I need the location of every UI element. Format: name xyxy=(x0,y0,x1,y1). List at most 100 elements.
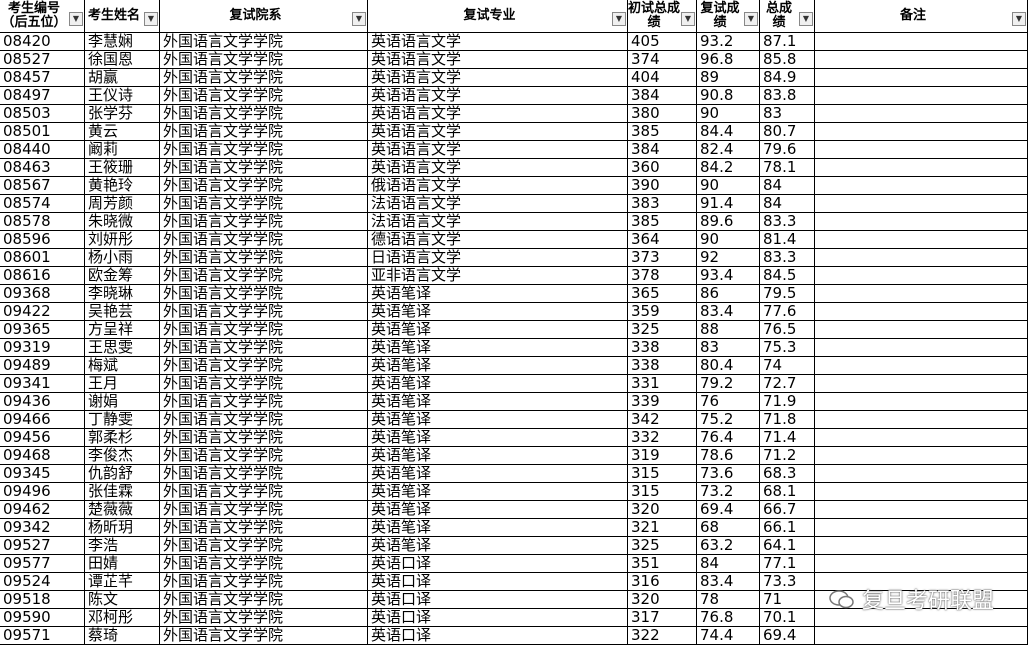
table-cell: 外国语言文学学院 xyxy=(160,231,368,249)
filter-button[interactable]: ▼ xyxy=(744,12,758,26)
table-cell: 383 xyxy=(628,195,697,213)
table-cell: 外国语言文学学院 xyxy=(160,429,368,447)
table-cell: 83 xyxy=(760,105,815,123)
table-cell: 法语语言文学 xyxy=(368,195,628,213)
table-cell: 08578 xyxy=(0,213,85,231)
table-cell: 84.5 xyxy=(760,267,815,285)
table-cell: 杨昕玥 xyxy=(85,519,160,537)
table-cell xyxy=(815,483,1028,501)
table-cell: 83 xyxy=(697,339,760,357)
table-cell: 李慧娴 xyxy=(85,33,160,51)
table-cell: 外国语言文学学院 xyxy=(160,483,368,501)
table-cell: 外国语言文学学院 xyxy=(160,339,368,357)
table-cell: 76 xyxy=(697,393,760,411)
table-cell: 外国语言文学学院 xyxy=(160,195,368,213)
table-cell: 外国语言文学学院 xyxy=(160,375,368,393)
table-cell: 90 xyxy=(697,231,760,249)
table-cell: 78.1 xyxy=(760,159,815,177)
table-cell: 378 xyxy=(628,267,697,285)
table-cell: 阚莉 xyxy=(85,141,160,159)
table-cell: 09489 xyxy=(0,357,85,375)
table-cell: 84.9 xyxy=(760,69,815,87)
table-cell: 09342 xyxy=(0,519,85,537)
table-cell: 09368 xyxy=(0,285,85,303)
table-cell: 321 xyxy=(628,519,697,537)
filter-button[interactable]: ▼ xyxy=(799,12,813,26)
filter-button[interactable]: ▼ xyxy=(1012,12,1026,26)
table-cell: 360 xyxy=(628,159,697,177)
table-cell: 78.6 xyxy=(697,447,760,465)
table-cell xyxy=(815,267,1028,285)
table-cell: 李浩 xyxy=(85,537,160,555)
table-cell: 88 xyxy=(697,321,760,339)
table-cell: 09466 xyxy=(0,411,85,429)
table-cell: 317 xyxy=(628,609,697,627)
table-cell: 84 xyxy=(760,177,815,195)
table-cell: 08596 xyxy=(0,231,85,249)
table-cell xyxy=(815,69,1028,87)
table-cell: 外国语言文学学院 xyxy=(160,609,368,627)
table-cell: 英语语言文学 xyxy=(368,159,628,177)
header-cell: 考生姓名 xyxy=(85,0,160,33)
table-cell: 359 xyxy=(628,303,697,321)
table-cell: 英语语言文学 xyxy=(368,105,628,123)
table-cell: 373 xyxy=(628,249,697,267)
table-cell: 83.4 xyxy=(697,303,760,321)
table-cell: 英语笔译 xyxy=(368,303,628,321)
table-cell: 66.1 xyxy=(760,519,815,537)
table-cell: 周芳颜 xyxy=(85,195,160,213)
filter-button[interactable]: ▼ xyxy=(69,12,83,26)
table-cell: 76.4 xyxy=(697,429,760,447)
table-cell: 黄云 xyxy=(85,123,160,141)
table-cell: 374 xyxy=(628,51,697,69)
table-cell: 外国语言文学学院 xyxy=(160,591,368,609)
table-cell: 英语语言文学 xyxy=(368,87,628,105)
table-cell xyxy=(815,195,1028,213)
table-cell: 英语口译 xyxy=(368,609,628,627)
table-cell: 92 xyxy=(697,249,760,267)
table-cell: 93.4 xyxy=(697,267,760,285)
table-cell: 外国语言文学学院 xyxy=(160,33,368,51)
filter-button[interactable]: ▼ xyxy=(144,12,158,26)
table-cell: 09468 xyxy=(0,447,85,465)
table-cell: 77.1 xyxy=(760,555,815,573)
table-cell xyxy=(815,537,1028,555)
table-cell: 09341 xyxy=(0,375,85,393)
table-cell: 325 xyxy=(628,537,697,555)
table-cell: 83.3 xyxy=(760,249,815,267)
table-cell: 08503 xyxy=(0,105,85,123)
table-cell: 71.8 xyxy=(760,411,815,429)
filter-button[interactable]: ▼ xyxy=(352,12,366,26)
table-cell: 08501 xyxy=(0,123,85,141)
table-cell: 80.4 xyxy=(697,357,760,375)
table-cell: 英语笔译 xyxy=(368,321,628,339)
header-cell: 复试专业 xyxy=(368,0,628,33)
table-cell: 84.2 xyxy=(697,159,760,177)
table-cell: 蔡琦 xyxy=(85,627,160,645)
table-cell: 390 xyxy=(628,177,697,195)
table-cell: 09365 xyxy=(0,321,85,339)
table-cell: 英语笔译 xyxy=(368,339,628,357)
table-cell: 325 xyxy=(628,321,697,339)
table-cell: 英语笔译 xyxy=(368,537,628,555)
header-cell: 考生编号（后五位） xyxy=(0,0,85,33)
table-cell: 79.5 xyxy=(760,285,815,303)
table-cell: 319 xyxy=(628,447,697,465)
watermark: 复旦考研联盟 xyxy=(828,583,994,615)
table-cell: 外国语言文学学院 xyxy=(160,141,368,159)
filter-button[interactable]: ▼ xyxy=(681,12,695,26)
table-cell: 68.1 xyxy=(760,483,815,501)
table-cell: 380 xyxy=(628,105,697,123)
table-cell: 外国语言文学学院 xyxy=(160,627,368,645)
table-cell: 68.3 xyxy=(760,465,815,483)
table-cell: 69.4 xyxy=(760,627,815,645)
table-cell: 外国语言文学学院 xyxy=(160,393,368,411)
header-cell: 备注 xyxy=(815,0,1028,33)
table-cell: 90.8 xyxy=(697,87,760,105)
table-cell xyxy=(815,501,1028,519)
filter-button[interactable]: ▼ xyxy=(612,12,626,26)
table-cell xyxy=(815,375,1028,393)
table-cell: 71 xyxy=(760,591,815,609)
table-cell: 刘妍彤 xyxy=(85,231,160,249)
